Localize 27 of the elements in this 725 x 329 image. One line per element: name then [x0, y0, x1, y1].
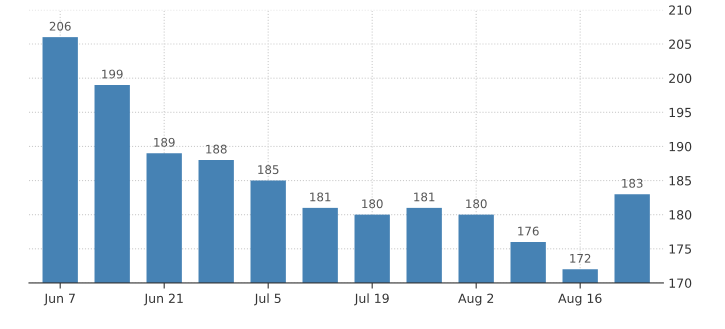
x-tick-label: Aug 16	[558, 294, 602, 306]
x-tick-label: Jul 5	[254, 293, 281, 306]
y-tick-label: 210	[669, 5, 692, 15]
data-label: 189	[154, 138, 175, 147]
data-label: 176	[518, 226, 539, 236]
y-tick-label: 180	[670, 210, 692, 220]
x-tick-label: Jun 7	[44, 294, 75, 306]
data-label: 206	[50, 22, 71, 31]
data-label: 181	[310, 192, 330, 202]
x-tick-label: Aug 2	[458, 294, 494, 306]
x-tick-label: Jul 19	[354, 293, 389, 306]
data-label: 180	[362, 199, 383, 208]
data-label: 188	[206, 144, 227, 154]
y-tick-label: 195	[670, 108, 692, 118]
y-tick-label: 200	[669, 74, 692, 84]
data-label: 199	[102, 70, 123, 79]
y-tick-label: 190	[670, 142, 692, 152]
data-label: 181	[414, 192, 434, 202]
data-label: 183	[622, 178, 642, 188]
y-tick-label: 170	[670, 278, 692, 288]
x-tick-label: Jun 21	[144, 294, 183, 306]
data-label: 180	[466, 199, 487, 208]
data-label: 185	[258, 165, 278, 174]
y-tick-label: 185	[670, 176, 692, 186]
data-label: 172	[570, 254, 590, 263]
y-tick-label: 205	[669, 39, 692, 49]
y-tick-label: 175	[670, 244, 692, 254]
